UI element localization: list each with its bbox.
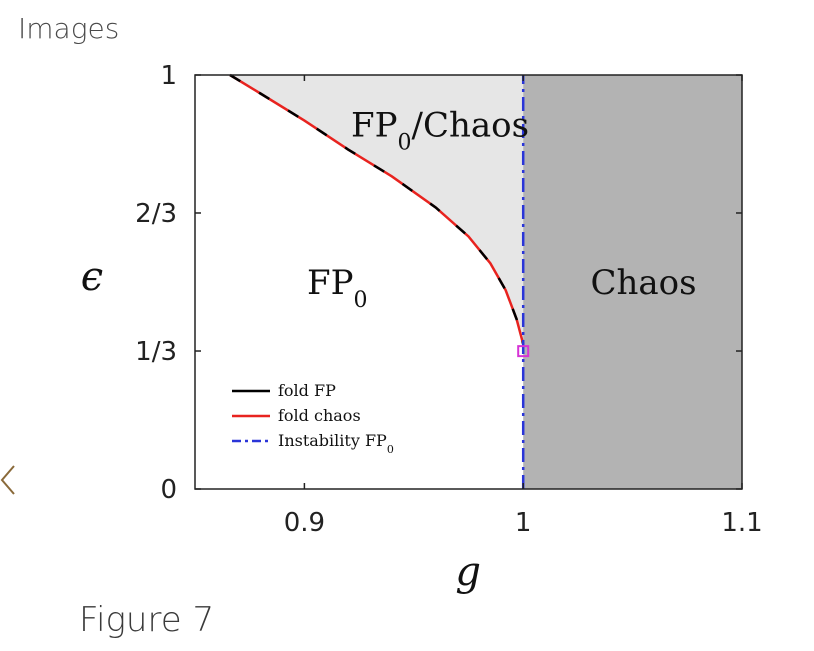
plot-frame [194,74,743,490]
axis-ticks: 0.9 1 1.1 0 1/3 2/3 1 [135,61,763,538]
y-axis-label: ϵ [81,254,103,300]
fp0-chaos-region [230,75,524,345]
previous-image-button[interactable] [0,458,20,502]
region-fills [230,75,742,489]
fold-fp-curve [229,73,525,345]
legend-label: fold chaos [278,406,361,425]
page-title: Images [18,12,120,45]
x-tick-label: 1 [515,508,532,538]
figure-caption: Figure 7 [79,600,215,640]
chart-curves [229,73,530,489]
x-tick-label: 1.1 [721,508,762,538]
y-tick-label: 1/3 [135,337,177,367]
x-tick-label: 0.9 [284,508,325,538]
x-axis-label: g [455,549,481,595]
plot-border [194,74,743,490]
region-label: Chaos [590,263,696,303]
legend-label: Instability FP0 [278,431,394,456]
chaos-region [523,75,742,489]
critical-point-marker [517,345,530,358]
y-tick-label: 1 [160,61,177,91]
y-tick-label: 2/3 [135,199,177,229]
chart-legend: fold FP fold chaos Instability FP0 [232,381,394,456]
region-labels: FP0 FP0/Chaos Chaos [307,106,697,313]
legend-label: fold FP [278,381,336,400]
phase-diagram-chart: 0.9 1 1.1 0 1/3 2/3 1 FP0 FP0/Chaos Chaos fold F… [81,61,763,595]
region-label: FP0/Chaos [351,106,529,156]
region-label: FP0 [307,263,367,313]
y-tick-label: 0 [160,475,177,505]
chevron-left-icon [0,465,15,495]
